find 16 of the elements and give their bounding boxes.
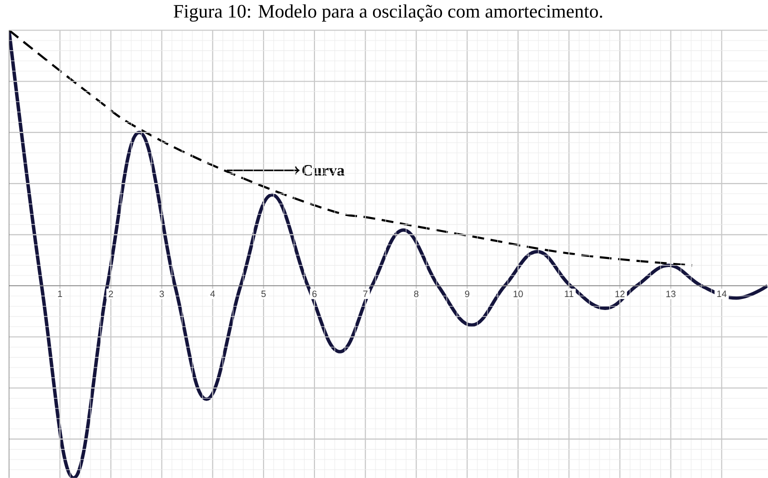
x-tick-label: 6 — [312, 290, 317, 297]
x-tick-label: 13 — [666, 290, 676, 297]
x-tick-label: 3 — [160, 290, 164, 297]
x-tick-label: 10 — [514, 290, 523, 297]
x-tick-label: 12 — [615, 290, 625, 297]
chart-title: Figura 10: Modelo para a oscilação com amortecimento. — [174, 4, 602, 22]
x-tick-label: 5 — [261, 290, 266, 297]
x-tick-label: 4 — [210, 290, 215, 297]
x-tick-label: 7 — [363, 290, 368, 297]
x-tick-label: 9 — [465, 290, 470, 297]
annotation: Curva — [302, 164, 344, 176]
x-tick-label: 11 — [564, 290, 574, 297]
x-tick-label: 8 — [414, 290, 418, 297]
x-tick-label: 2 — [108, 290, 113, 297]
x-tick-label: 14 — [717, 290, 727, 297]
x-tick-label: 1 — [58, 290, 62, 297]
